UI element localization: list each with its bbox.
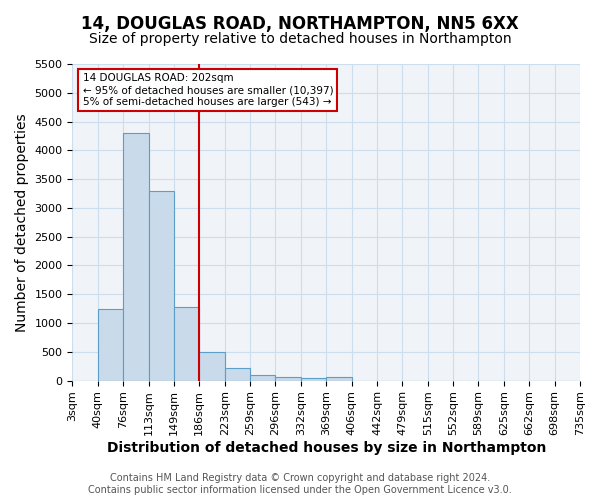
Bar bbox=[250, 376, 275, 380]
Bar bbox=[98, 308, 123, 380]
Y-axis label: Number of detached properties: Number of detached properties bbox=[15, 113, 29, 332]
Text: Contains HM Land Registry data © Crown copyright and database right 2024.
Contai: Contains HM Land Registry data © Crown c… bbox=[88, 474, 512, 495]
X-axis label: Distribution of detached houses by size in Northampton: Distribution of detached houses by size … bbox=[107, 441, 546, 455]
Bar bbox=[301, 378, 326, 380]
Bar bbox=[326, 378, 352, 380]
Text: Size of property relative to detached houses in Northampton: Size of property relative to detached ho… bbox=[89, 32, 511, 46]
Text: 14 DOUGLAS ROAD: 202sqm
← 95% of detached houses are smaller (10,397)
5% of semi: 14 DOUGLAS ROAD: 202sqm ← 95% of detache… bbox=[83, 74, 333, 106]
Bar bbox=[199, 352, 224, 380]
Bar bbox=[275, 377, 301, 380]
Text: 14, DOUGLAS ROAD, NORTHAMPTON, NN5 6XX: 14, DOUGLAS ROAD, NORTHAMPTON, NN5 6XX bbox=[81, 15, 519, 33]
Bar bbox=[224, 368, 250, 380]
Bar bbox=[149, 190, 174, 380]
Bar bbox=[123, 133, 149, 380]
Bar bbox=[174, 307, 199, 380]
